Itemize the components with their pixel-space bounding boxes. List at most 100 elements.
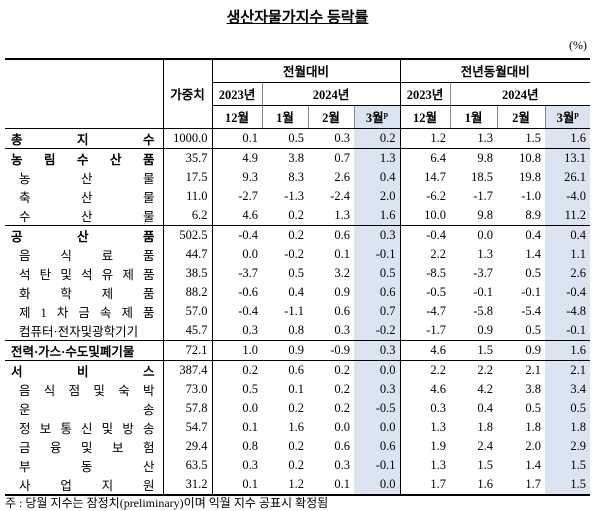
weight-cell: 17.5 [162,167,212,187]
value-cell: -4.7 [399,301,451,321]
table-row: 화 학 제 품 88.2 -0.6 0.4 0.9 0.6 -0.5 -0.1 -0.1 -0.4 [5,282,591,302]
value-cell: -3.7 [473,265,494,280]
value-cell: -4.8 [545,301,591,321]
value-cell: 2.0 [354,186,401,206]
table-row: 금 융 및 보 험 29.4 0.8 0.2 0.6 0.6 1.9 2.4 2.0 2.9 [5,436,591,456]
value-cell: 1.8 [545,417,591,437]
value-cell: 1.3 [354,147,401,168]
value-cell: 14.7 [399,167,451,187]
value-cell: 0.2 [288,457,304,472]
value-cell: 0.3 [334,457,350,472]
header-row: 12월 1월 2월 3월p 12월 1월 2월 3월p [5,105,591,129]
value-cell: 0.4 [545,224,591,245]
value-cell: 0.3 [334,322,350,337]
value-cell: 0.6 [334,303,350,318]
value-cell: 0.4 [477,400,494,415]
table-row: 제 1 차 금 속 제 품 57.0 -0.4 -1.1 0.6 0.7 -4.7 -5.8 -… [5,301,591,321]
value-cell: 0.5 [288,265,304,280]
weight-cell: 54.7 [162,417,212,437]
table-row: 공 산 품 502.5 -0.4 0.2 0.6 0.3 -0.4 0.0 0.4 0.4 [5,224,591,245]
value-cell: 0.3 [354,224,401,245]
month-label: 12월 [224,111,249,125]
value-cell: 19.8 [519,169,542,184]
value-cell: 0.5 [545,398,591,418]
row-name: 음 식 료 품 [19,248,155,263]
table-row: 석 탄 및 석 유 제 품 38.5 -3.7 0.5 3.2 0.5 -8.5 -3.7 0.… [5,263,591,283]
row-name: 음 식 점 및 숙 박 [19,383,155,398]
weight-cell: 35.7 [162,147,212,168]
value-cell: 0.0 [354,359,401,380]
month-label: 2월 [322,111,340,125]
value-cell: -1.1 [284,303,304,318]
month-header: 1월 [449,105,498,129]
value-cell: 18.5 [471,169,494,184]
value-cell: 6.4 [399,147,451,168]
value-cell: 0.5 [525,400,542,415]
value-cell: 0.3 [354,379,401,399]
weight-cell: 57.8 [162,398,212,418]
year-header: 2023년 [399,82,451,106]
value-cell: 1.7 [399,474,451,496]
value-cell: 1.6 [545,127,591,148]
table: 가중치 전월대비 전년동월대비 2023년 2024년 2023년 2024년 12월 1월 2월… [5,58,591,496]
month-header: 12월 [399,105,451,129]
value-cell: 9.3 [211,167,262,187]
value-cell: 2.6 [545,263,591,283]
value-cell: 0.6 [334,438,350,453]
value-cell: -1.3 [284,188,304,203]
weight-cell: 11.0 [162,186,212,206]
value-cell: 0.5 [525,322,542,337]
value-cell: 9.8 [450,147,498,168]
value-cell: 2.2 [399,359,451,380]
value-cell: -8.5 [399,263,451,283]
value-cell: 1.5 [477,457,494,472]
value-cell: 0.1 [308,474,354,496]
value-cell: 1.5 [545,455,591,475]
value-cell: 0.1 [334,246,350,261]
value-cell: 0.0 [354,417,401,437]
value-cell: 1.6 [288,419,304,434]
value-cell: 0.4 [354,167,401,187]
month-header: 2월 [496,105,546,129]
year-header: 2024년 [449,82,591,106]
value-cell: 0.8 [288,322,304,337]
value-cell: 0.1 [288,381,304,396]
value-cell: 2.2 [399,244,451,264]
value-cell: 1.3 [399,455,451,475]
value-cell: -1.7 [399,320,451,340]
value-cell: 0.9 [497,339,546,360]
weight-cell: 31.2 [162,474,212,496]
row-name: 금 융 및 보 험 [19,440,155,455]
month-label: 2월 [512,111,530,125]
weight-cell: 73.0 [162,379,212,399]
value-cell: -5.4 [521,303,542,318]
row-name: 농 산 물 [19,171,155,186]
value-cell: 4.2 [477,381,494,396]
value-cell: 2.0 [525,438,542,453]
value-cell: -2.7 [211,186,262,206]
row-name: 농 림 수 산 품 [5,147,163,168]
value-cell: -0.1 [354,455,401,475]
month-label: 3월 [556,111,575,125]
value-cell: 8.3 [288,169,304,184]
value-cell: -0.1 [521,284,542,299]
year-header: 2024년 [261,82,401,106]
weight-cell: 387.4 [162,359,212,380]
value-cell: -0.6 [211,282,262,302]
table-row: 총 지 수 1000.0 0.1 0.5 0.3 0.2 1.2 1.3 1.5 1.6 [5,127,591,148]
value-cell: 1.1 [545,244,591,264]
value-cell: 2.4 [477,438,494,453]
month-label: 12월 [413,111,438,125]
value-cell: -4.0 [545,186,591,206]
value-cell: 0.3 [399,398,451,418]
value-cell: 10.8 [497,147,546,168]
value-cell: 4.6 [399,339,451,360]
value-cell: 4.6 [211,205,262,225]
value-cell: 1.3 [450,127,498,148]
value-cell: 0.3 [211,320,262,340]
value-cell: 2.1 [545,359,591,380]
value-cell: 0.0 [354,474,401,496]
value-cell: -5.8 [473,303,494,318]
value-cell: 1.0 [211,339,262,360]
value-cell: 0.5 [354,263,401,283]
